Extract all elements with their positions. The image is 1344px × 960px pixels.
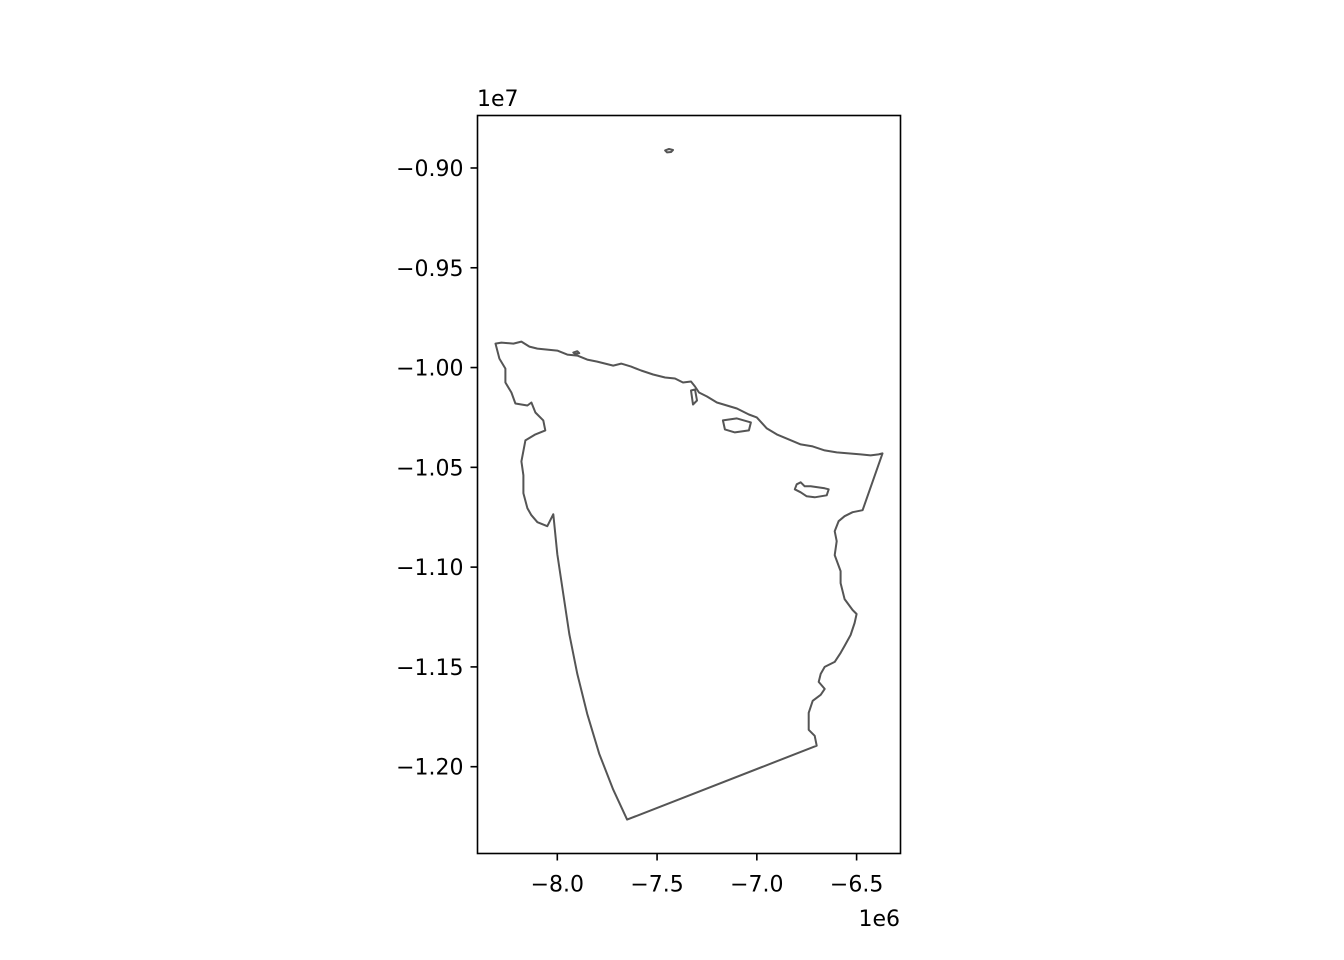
outline-mainland: [494, 340, 884, 821]
y-tick-label: −1.05: [396, 456, 463, 481]
outline-island-cluster-b: [721, 417, 752, 434]
y-axis-offset-label: 1e7: [477, 87, 519, 112]
outline-island-cluster-a: [690, 388, 698, 406]
x-axis-offset-label: 1e6: [858, 907, 900, 932]
y-tick-label: −1.15: [396, 656, 463, 681]
outline-islet-coast: [572, 350, 581, 355]
y-tick-label: −0.95: [396, 257, 463, 282]
y-tick-label: −0.90: [396, 157, 463, 182]
y-tick-label: −1.10: [396, 556, 463, 581]
x-axis-ticks: −8.0 −7.5 −7.0 −6.5: [531, 853, 883, 898]
x-tick-label: −6.5: [830, 873, 883, 898]
outline-small-island-north: [664, 148, 674, 154]
x-tick-label: −8.0: [531, 873, 584, 898]
axes-frame: [476, 114, 902, 855]
x-tick-label: −7.0: [730, 873, 783, 898]
outline-inland-lake: [793, 481, 830, 499]
y-tick-label: −1.00: [396, 357, 463, 382]
y-tick-label: −1.20: [396, 756, 463, 781]
map-outlines: [494, 148, 884, 821]
y-axis-ticks: −0.90 −0.95 −1.00 −1.05 −1.10 −1.15 −1.20: [396, 157, 478, 781]
x-tick-label: −7.5: [630, 873, 683, 898]
